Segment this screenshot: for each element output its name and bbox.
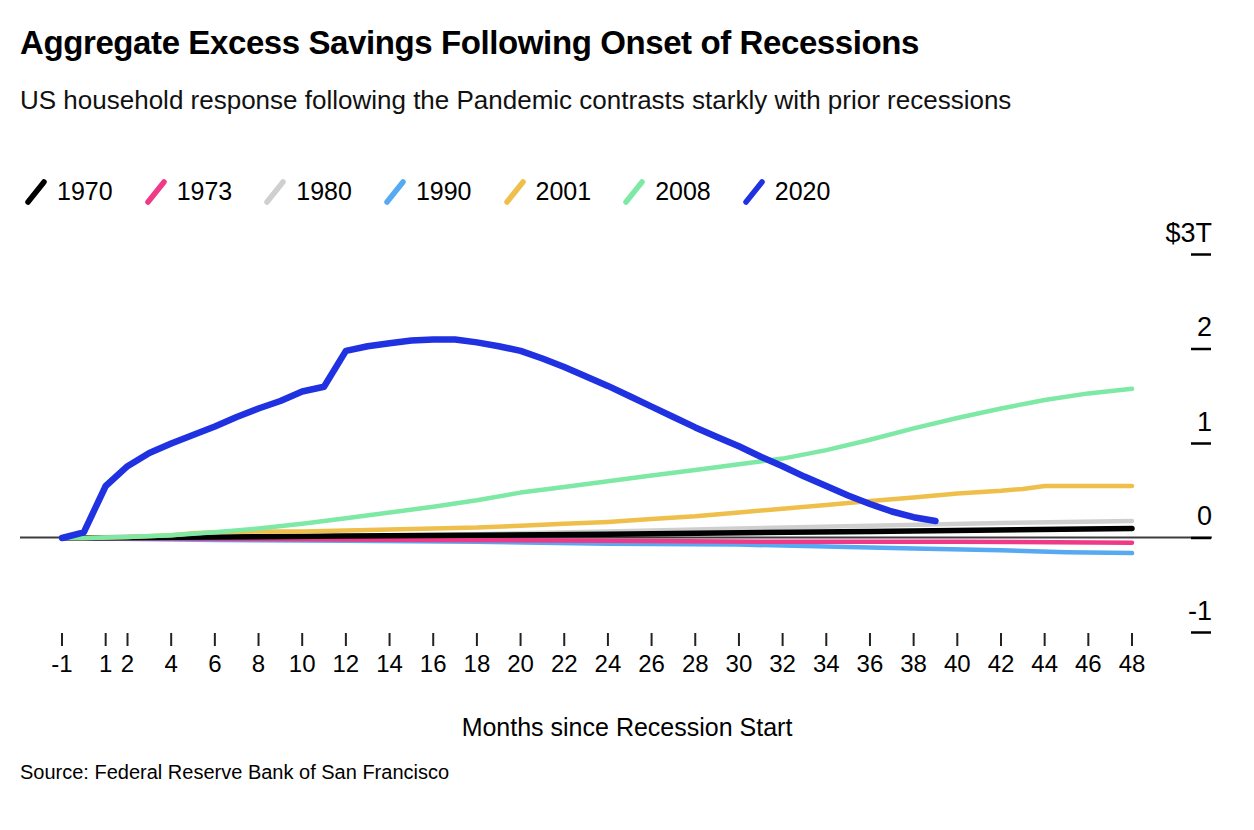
excess-savings-line-chart: $3T210-1-1124681012141618202224262830323… — [0, 0, 1254, 830]
y-tick-label: 2 — [1197, 312, 1212, 342]
y-tick-label: 1 — [1197, 407, 1212, 437]
x-tick-label: 12 — [333, 650, 360, 677]
x-tick-label: 48 — [1119, 650, 1146, 677]
x-tick-label: 10 — [289, 650, 316, 677]
x-tick-label: 46 — [1075, 650, 1102, 677]
x-tick-label: 8 — [252, 650, 265, 677]
x-tick-label: 6 — [208, 650, 221, 677]
x-tick-label: 20 — [507, 650, 534, 677]
x-tick-label: 2 — [121, 650, 134, 677]
y-tick-label: -1 — [1188, 596, 1212, 626]
x-tick-label: 26 — [638, 650, 665, 677]
chart-page: Aggregate Excess Savings Following Onset… — [0, 0, 1254, 830]
x-tick-label: 34 — [813, 650, 840, 677]
x-tick-label: 44 — [1031, 650, 1058, 677]
x-axis-title: Months since Recession Start — [0, 713, 1254, 742]
x-tick-label: 36 — [857, 650, 884, 677]
x-tick-label: 38 — [900, 650, 927, 677]
x-tick-label: 18 — [464, 650, 491, 677]
x-tick-label: 32 — [769, 650, 796, 677]
y-tick-label: $3T — [1165, 218, 1212, 248]
x-tick-label: 30 — [726, 650, 753, 677]
x-tick-label: 24 — [595, 650, 622, 677]
x-tick-label: 40 — [944, 650, 971, 677]
x-tick-label: 14 — [376, 650, 403, 677]
x-tick-label: 42 — [988, 650, 1015, 677]
x-tick-label: 1 — [99, 650, 112, 677]
x-tick-label: -1 — [51, 650, 72, 677]
x-tick-label: 16 — [420, 650, 447, 677]
x-tick-label: 28 — [682, 650, 709, 677]
x-tick-label: 22 — [551, 650, 578, 677]
source-note: Source: Federal Reserve Bank of San Fran… — [20, 761, 449, 784]
y-tick-label: 0 — [1197, 501, 1212, 531]
series-line-2008 — [62, 389, 1132, 538]
x-tick-label: 4 — [165, 650, 178, 677]
